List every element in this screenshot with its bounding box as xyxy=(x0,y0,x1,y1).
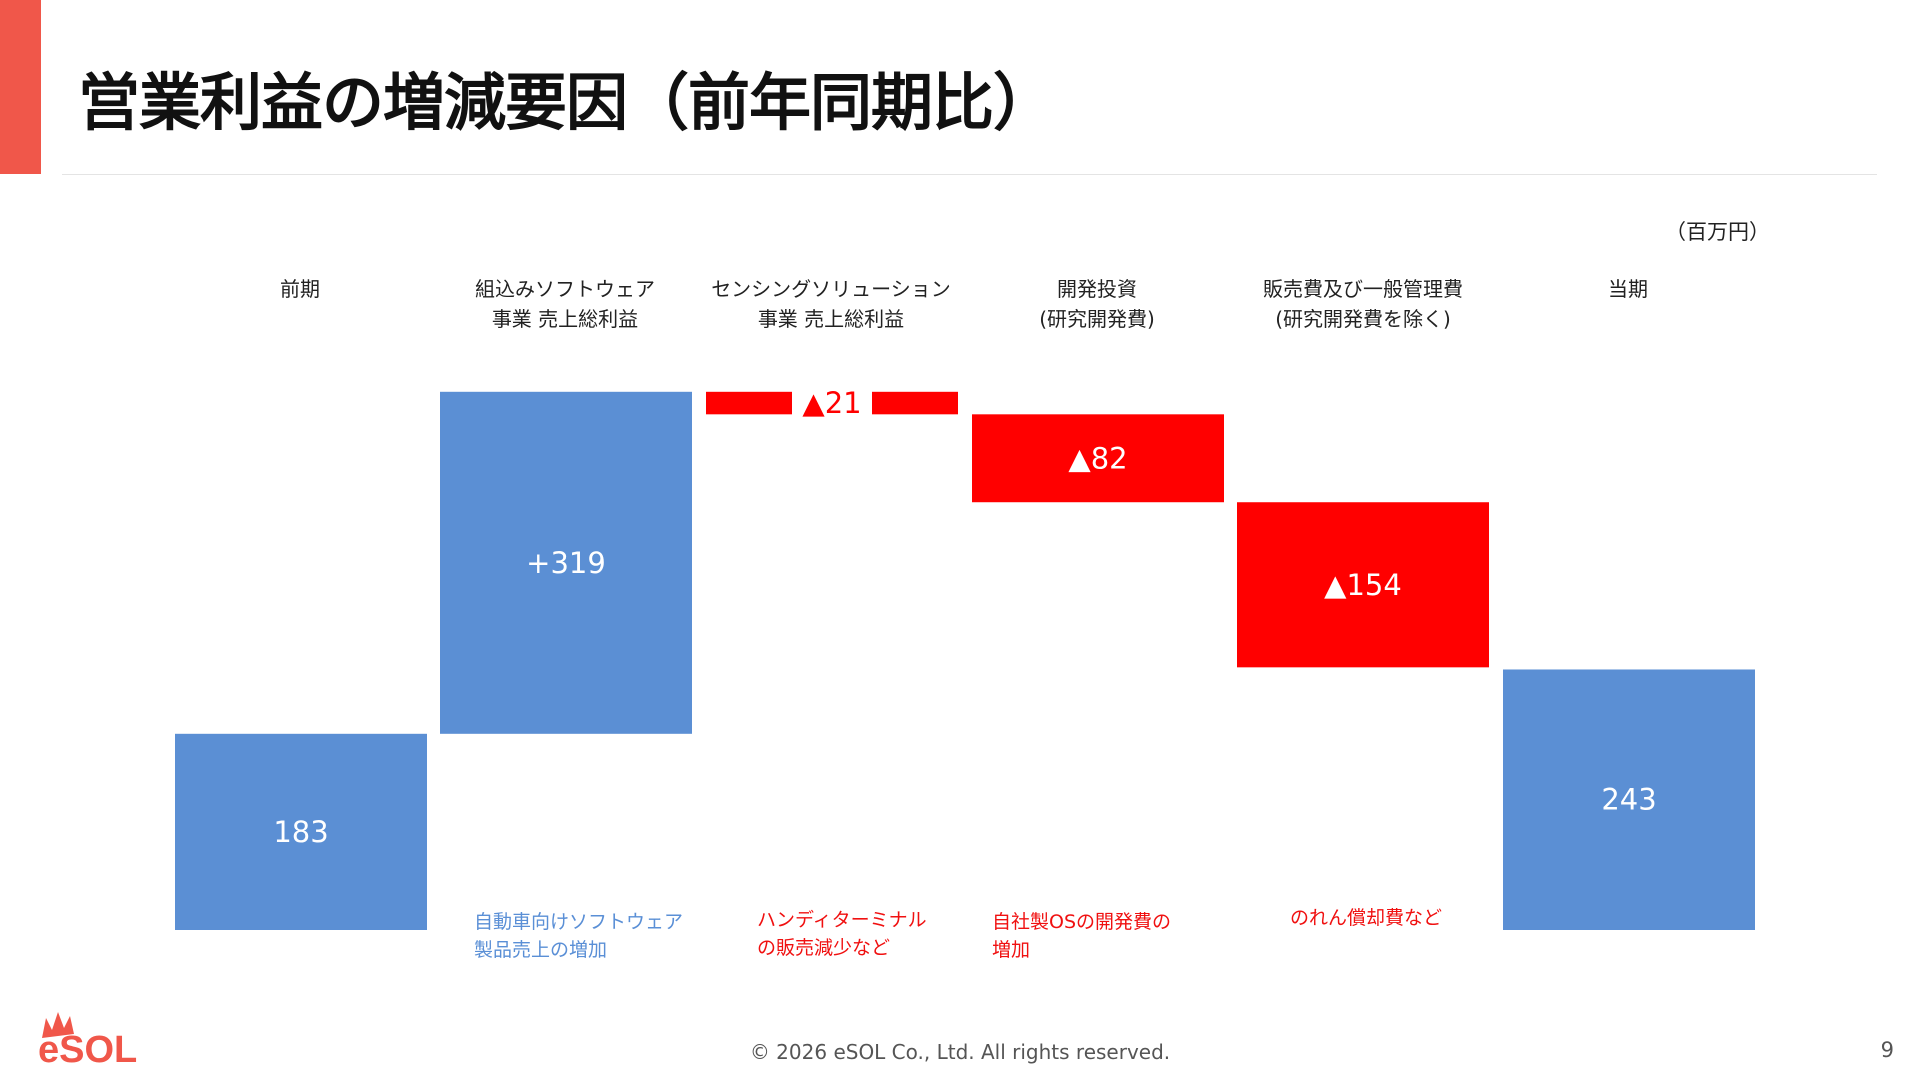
note-line2: の販売減少など xyxy=(757,937,891,959)
data-label-development-investment: ▲82 xyxy=(1068,441,1127,475)
bar-current-period xyxy=(1503,669,1755,930)
logo-flame-icon xyxy=(42,1012,74,1038)
column-label-line1: 当期 xyxy=(1608,277,1648,301)
accent-bar xyxy=(0,0,41,174)
note-line1: 自動車向けソフトウェア xyxy=(474,911,684,933)
unit-label: （百万円） xyxy=(1665,220,1770,244)
logo-wordmark: eSOL xyxy=(38,1029,137,1066)
column-label-line2: 事業 売上総利益 xyxy=(757,307,905,331)
note-line1: 自社製OSの開発費の xyxy=(992,911,1172,933)
page-number: 9 xyxy=(1880,1038,1894,1062)
column-label-line2: (研究開発費を除く) xyxy=(1275,307,1451,331)
data-label-prior-period: 183 xyxy=(273,815,328,849)
data-label-sensing-solution: ▲21 xyxy=(802,386,861,420)
bar-sga xyxy=(1237,502,1489,668)
column-label-line2: (研究開発費) xyxy=(1039,307,1155,331)
note-development-investment: 自社製OSの開発費の 増加 xyxy=(992,908,1171,964)
note-embedded-software: 自動車向けソフトウェア 製品売上の増加 xyxy=(474,908,683,964)
column-label-development-investment: 開発投資 (研究開発費) xyxy=(952,274,1242,334)
data-label-embedded-software: +319 xyxy=(526,546,606,580)
bar-development-investment xyxy=(972,414,1224,503)
column-label-line1: 販売費及び一般管理費 xyxy=(1263,277,1463,301)
copyright-text: © 2026 eSOL Co., Ltd. All rights reserve… xyxy=(749,1040,1171,1064)
note-sensing-solution: ハンディターミナル の販売減少など xyxy=(757,906,927,962)
title-divider xyxy=(62,174,1877,175)
label-knockout-sensing-solution xyxy=(792,389,872,417)
note-line1: ハンディターミナル xyxy=(757,909,927,931)
column-label-line1: 組込みソフトウェア xyxy=(475,277,655,301)
bar-embedded-software xyxy=(440,391,692,734)
column-label-current-period: 当期 xyxy=(1483,274,1773,304)
column-label-line1: 前期 xyxy=(280,277,320,301)
note-line1: のれん償却費など xyxy=(1290,907,1443,929)
column-label-sensing-solution: センシングソリューション 事業 売上総利益 xyxy=(686,274,976,334)
esol-logo: eSOL xyxy=(38,1012,137,1066)
note-sga: のれん償却費など xyxy=(1290,904,1442,932)
column-label-line2: 事業 売上総利益 xyxy=(491,307,639,331)
column-label-line1: センシングソリューション xyxy=(711,277,951,301)
column-label-prior-period: 前期 xyxy=(155,274,445,304)
note-line2: 製品売上の増加 xyxy=(474,939,608,961)
column-label-embedded-software: 組込みソフトウェア 事業 売上総利益 xyxy=(420,274,710,334)
page-title: 営業利益の増減要因（前年同期比） xyxy=(78,66,1055,139)
column-label-line1: 開発投資 xyxy=(1057,277,1137,301)
column-label-sga: 販売費及び一般管理費 (研究開発費を除く) xyxy=(1218,274,1508,334)
data-label-sga: ▲154 xyxy=(1324,568,1402,602)
bar-prior-period xyxy=(175,733,427,930)
data-label-current-period: 243 xyxy=(1601,783,1656,817)
note-line2: 増加 xyxy=(992,939,1031,961)
